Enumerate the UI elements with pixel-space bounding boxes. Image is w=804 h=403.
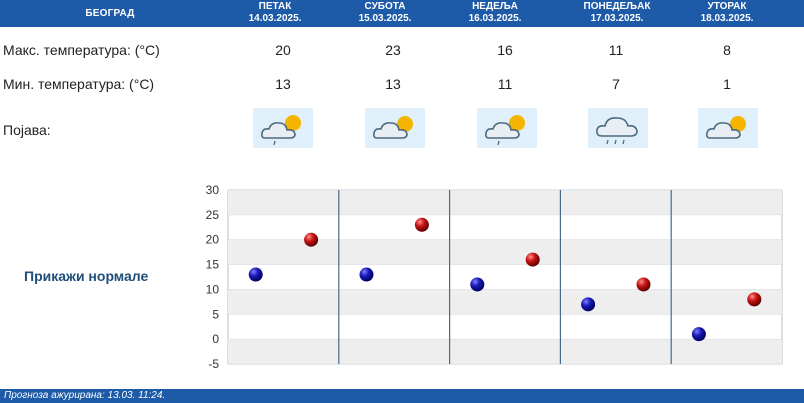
y-tick-label: 10 — [206, 282, 220, 296]
max-temp-value: 11 — [608, 42, 624, 58]
day-header-3: НЕДЕЉА 16.03.2025. — [440, 1, 550, 25]
y-tick-label: 5 — [212, 307, 219, 321]
min-temp-point[interactable] — [581, 297, 596, 312]
city-name: БЕОГРАД — [85, 8, 135, 19]
day-header-5: УТОРАК 18.03.2025. — [672, 1, 782, 25]
y-tick-label: 0 — [212, 332, 219, 346]
y-tick-label: 20 — [206, 233, 220, 247]
partly-cloudy-icon — [365, 108, 425, 148]
day-header-1: ПЕТАК 14.03.2025. — [220, 1, 330, 25]
min-temp-point[interactable] — [248, 267, 263, 282]
day-header-4: ПОНЕДЕЉАК 17.03.2025. — [562, 1, 672, 25]
min-temp-label: Мин. температура: (°C) — [3, 76, 155, 92]
footer-bar: Прогноза ажурирана: 13.03. 11:24. — [0, 389, 804, 403]
max-temp-value: 20 — [275, 42, 291, 58]
min-temp-value: 13 — [385, 76, 401, 92]
y-tick-label: 15 — [206, 258, 220, 272]
max-temp-value: 16 — [497, 42, 513, 58]
min-temp-value: 13 — [275, 76, 291, 92]
day-name: ПЕТАК — [258, 1, 292, 12]
y-tick-label: 25 — [206, 208, 220, 222]
min-temp-point[interactable] — [691, 327, 706, 342]
max-temp-value: 8 — [723, 42, 731, 58]
forecast-header: БЕОГРАД ПЕТАК 14.03.2025. СУБОТА 15.03.2… — [0, 0, 804, 27]
min-temp-value: 7 — [612, 76, 620, 92]
max-temp-point[interactable] — [636, 277, 651, 292]
update-timestamp: Прогноза ажурирана: 13.03. 11:24. — [4, 390, 166, 401]
max-temp-point[interactable] — [525, 252, 540, 267]
grid-band — [228, 339, 782, 364]
partly-cloudy-light-rain-icon — [253, 108, 313, 148]
y-tick-label: 30 — [206, 183, 220, 197]
day-header-2: СУБОТА 15.03.2025. — [330, 1, 440, 25]
max-temp-label: Макс. температура: (°C) — [3, 42, 160, 58]
cloudy-rain-icon — [588, 108, 648, 148]
min-temp-value: 11 — [497, 76, 513, 92]
min-temp-value: 1 — [723, 76, 731, 92]
day-date: 15.03.2025. — [358, 13, 412, 24]
max-temp-point[interactable] — [747, 292, 762, 307]
plot-area — [227, 189, 783, 365]
temperature-chart: 30 25 20 15 10 5 0 -5 — [206, 183, 783, 370]
day-name: ПОНЕДЕЉАК — [583, 1, 651, 12]
y-tick-label: -5 — [208, 357, 219, 370]
grid-band — [228, 190, 782, 215]
max-temp-point[interactable] — [304, 232, 319, 247]
day-date: 17.03.2025. — [590, 13, 644, 24]
day-name: СУБОТА — [364, 1, 406, 12]
partly-cloudy-icon — [698, 108, 758, 148]
weather-label: Појава: — [3, 122, 51, 138]
grid-band — [228, 239, 782, 265]
partly-cloudy-light-rain-icon — [477, 108, 537, 148]
min-temp-point[interactable] — [359, 267, 374, 282]
grid-band — [228, 289, 782, 315]
min-temp-point[interactable] — [470, 277, 485, 292]
max-temp-value: 23 — [385, 42, 401, 58]
max-temp-point[interactable] — [414, 217, 429, 232]
day-date: 18.03.2025. — [700, 13, 754, 24]
show-normals-link[interactable]: Прикажи нормале — [24, 268, 149, 284]
day-name: УТОРАК — [707, 1, 747, 12]
day-name: НЕДЕЉА — [472, 1, 518, 12]
day-date: 14.03.2025. — [248, 13, 302, 24]
day-date: 16.03.2025. — [468, 13, 522, 24]
